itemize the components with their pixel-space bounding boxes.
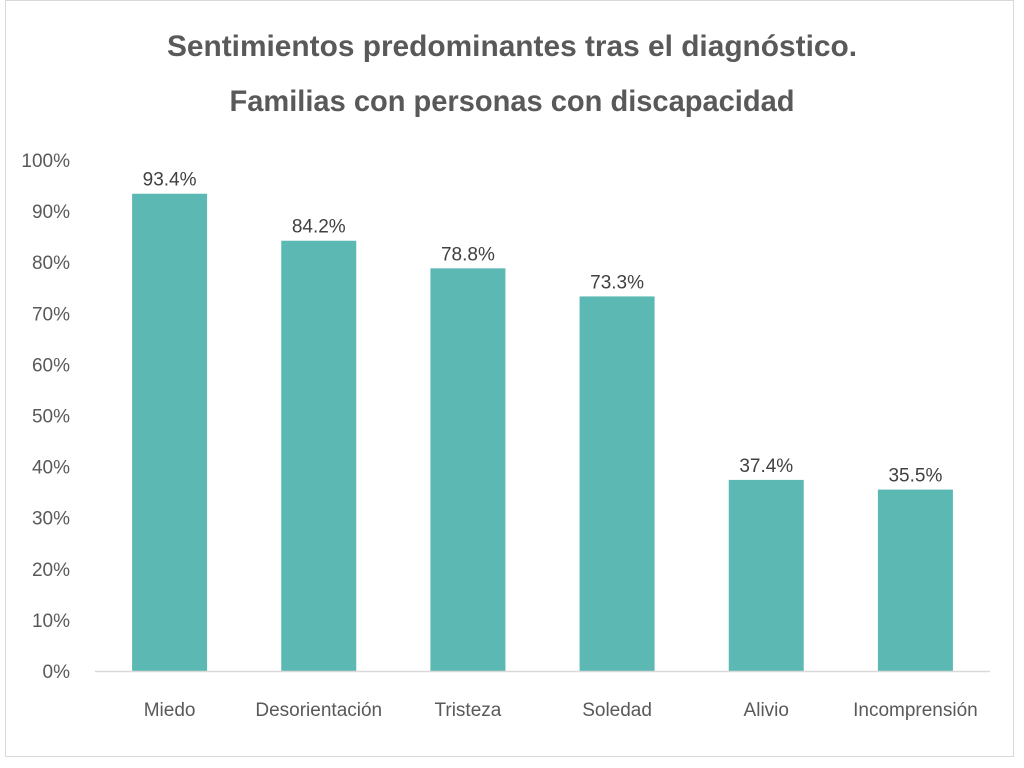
chart-title-line-1: Sentimientos predominantes tras el diagn…: [167, 30, 857, 63]
x-category-label: Soledad: [582, 700, 652, 721]
chart-title-line-2: Familias con personas con discapacidad: [230, 85, 795, 118]
y-tick-label: 60%: [32, 355, 70, 376]
y-tick-label: 70%: [32, 304, 70, 325]
y-tick-label: 100%: [21, 151, 70, 172]
y-tick-label: 50%: [32, 407, 70, 428]
x-category-label: Desorientación: [255, 700, 382, 721]
y-tick-label: 10%: [32, 611, 70, 632]
y-tick-label: 90%: [32, 202, 70, 223]
bar-desorientación: [281, 240, 357, 671]
x-category-label: Tristeza: [434, 700, 501, 721]
bar-soledad: [579, 296, 655, 671]
y-tick-label: 30%: [32, 509, 70, 530]
y-tick-label: 80%: [32, 253, 70, 274]
x-category-label: Miedo: [144, 700, 196, 721]
data-label: 84.2%: [292, 217, 346, 238]
y-tick-label: 40%: [32, 458, 70, 479]
data-label: 93.4%: [143, 170, 197, 191]
x-category-label: Incomprensión: [853, 700, 978, 721]
bar-incomprensión: [877, 489, 953, 671]
data-label: 73.3%: [590, 272, 644, 293]
data-label: 35.5%: [888, 466, 942, 487]
data-label: 78.8%: [441, 244, 495, 265]
x-category-label: Alivio: [744, 700, 789, 721]
y-tick-label: 0%: [43, 662, 71, 683]
bar-tristeza: [430, 268, 506, 671]
data-label: 37.4%: [739, 456, 793, 477]
y-tick-label: 20%: [32, 560, 70, 581]
bar-miedo: [132, 193, 208, 671]
bar-alivio: [728, 479, 804, 671]
